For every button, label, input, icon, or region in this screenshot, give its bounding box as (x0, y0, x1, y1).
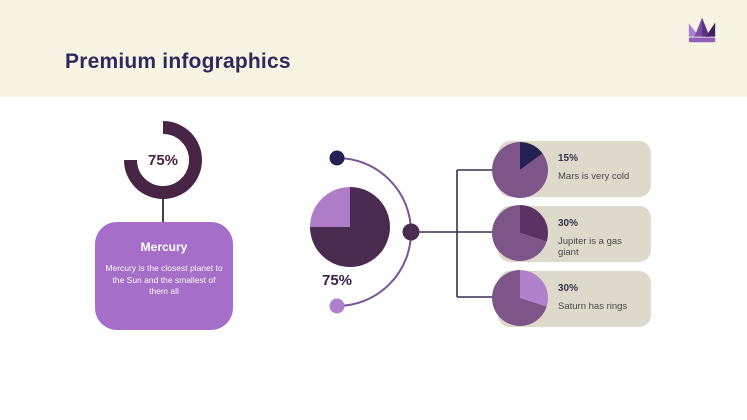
arc-top-dot (329, 150, 345, 166)
mars-text: Mars is very cold (558, 171, 630, 182)
mars-percent: 15% (558, 153, 579, 164)
mercury-card-title: Mercury (140, 240, 188, 254)
mars-pie-chart (492, 142, 548, 198)
saturn-percent: 30% (558, 283, 579, 294)
saturn-text: Saturn has rings (558, 301, 628, 312)
center-pie-chart (310, 187, 390, 267)
donut-percent-label: 75% (147, 151, 179, 169)
jupiter-pie-chart (492, 205, 548, 261)
page-title: Premium infographics (65, 50, 291, 73)
mercury-card: Mercury Mercury is the closest planet to… (95, 222, 233, 330)
jupiter-percent: 30% (558, 218, 579, 229)
donut-chart (124, 121, 202, 199)
center-pie-percent-label: 75% (321, 272, 353, 289)
jupiter-text: Jupiter is a gas giant (558, 236, 622, 258)
crown-icon (688, 17, 716, 43)
saturn-pie-chart (492, 270, 548, 326)
arc-bottom-dot (329, 298, 345, 314)
header-band (0, 0, 747, 97)
mercury-card-description: Mercury is the closest planet to the Sun… (105, 263, 223, 296)
arc-node-dot (402, 223, 420, 241)
